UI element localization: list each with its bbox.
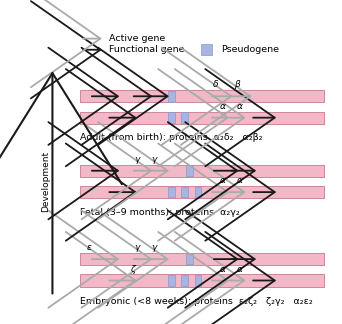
Text: α: α [237, 264, 243, 273]
Text: γ: γ [152, 243, 157, 252]
Text: γ: γ [134, 243, 140, 252]
Text: γ: γ [134, 155, 140, 164]
Text: Adult (from birth): proteins  α₂δ₂   α₂β₂: Adult (from birth): proteins α₂δ₂ α₂β₂ [80, 133, 263, 143]
Bar [80, 112, 325, 124]
Text: α: α [237, 102, 243, 111]
Text: ε: ε [87, 243, 91, 252]
Text: γ: γ [152, 155, 157, 164]
Bar [201, 44, 212, 55]
Text: Development: Development [41, 151, 50, 213]
Text: Embryonic (<8 weeks): proteins  ε₂ζ₂   ζ₂γ₂   α₂ε₂: Embryonic (<8 weeks): proteins ε₂ζ₂ ζ₂γ₂… [80, 297, 313, 306]
Bar [168, 275, 175, 286]
Text: α: α [237, 176, 243, 185]
Text: β: β [234, 80, 240, 89]
Bar [80, 274, 325, 286]
Text: α: α [220, 264, 225, 273]
Bar [168, 187, 175, 197]
Bar [186, 254, 193, 264]
Text: α: α [220, 102, 225, 111]
Text: Pseudogene: Pseudogene [221, 45, 279, 54]
Text: δ: δ [213, 80, 218, 89]
Bar [168, 91, 175, 102]
Text: ζ: ζ [130, 264, 135, 273]
Text: α: α [220, 176, 225, 185]
Bar [195, 275, 201, 286]
Bar [186, 165, 193, 176]
Bar [80, 165, 325, 177]
Bar [168, 112, 175, 123]
Bar [80, 186, 325, 198]
Text: Active gene: Active gene [109, 34, 165, 43]
Bar [80, 253, 325, 265]
Text: Functional gene: Functional gene [109, 45, 185, 54]
Bar [182, 187, 188, 197]
Bar [182, 112, 188, 123]
Text: Fetal (3–9 months): proteins  α₂γ₂: Fetal (3–9 months): proteins α₂γ₂ [80, 208, 240, 217]
Bar [182, 275, 188, 286]
Bar [195, 187, 201, 197]
Bar [80, 90, 325, 102]
